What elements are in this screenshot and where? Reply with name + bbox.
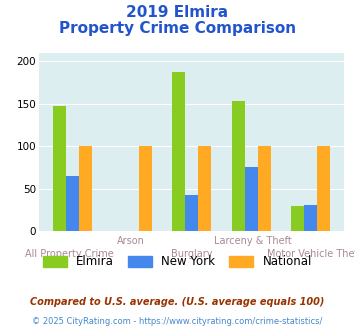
Bar [66,176,79,231]
Text: © 2025 CityRating.com - https://www.cityrating.com/crime-statistics/: © 2025 CityRating.com - https://www.city… [32,317,323,326]
Bar [198,146,211,231]
Bar [317,146,331,231]
Text: Arson: Arson [117,236,144,246]
Text: Compared to U.S. average. (U.S. average equals 100): Compared to U.S. average. (U.S. average … [30,297,325,307]
Bar [245,167,258,231]
Text: All Property Crime: All Property Crime [25,249,114,259]
Bar [53,106,66,231]
Text: Motor Vehicle Theft: Motor Vehicle Theft [267,249,355,259]
Legend: Elmira, New York, National: Elmira, New York, National [38,250,317,273]
Text: Burglary: Burglary [171,249,212,259]
Bar [172,72,185,231]
Text: Larceny & Theft: Larceny & Theft [214,236,292,246]
Text: 2019 Elmira: 2019 Elmira [126,5,229,20]
Bar [258,146,271,231]
Bar [185,194,198,231]
Bar [231,101,245,231]
Bar [139,146,152,231]
Bar [291,206,304,231]
Text: Property Crime Comparison: Property Crime Comparison [59,21,296,36]
Bar [304,205,317,231]
Bar [79,146,92,231]
